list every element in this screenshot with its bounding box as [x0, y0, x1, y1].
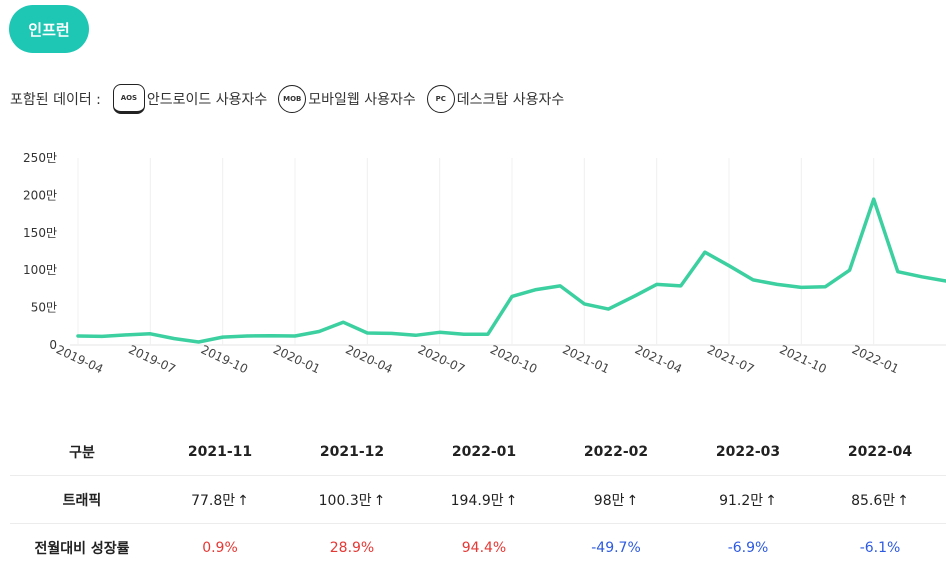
traffic-cell: 100.3만 ↑ — [318, 492, 386, 509]
traffic-cell: 77.8만 ↑ — [191, 492, 249, 509]
up-arrow-icon: ↑ — [373, 492, 386, 509]
traffic-cell: 85.6만 ↑ — [851, 492, 909, 509]
x-tick-label: 2021-10 — [777, 342, 828, 376]
legend-item-mob: MOB 모바일웹 사용자수 — [278, 85, 416, 113]
table-header-cell: 2022-01 — [451, 443, 517, 460]
x-tick-label: 2022-01 — [850, 342, 901, 376]
up-arrow-icon: ↑ — [237, 492, 249, 509]
x-tick-label: 2020-10 — [488, 342, 539, 376]
table-header-cell: 2022-04 — [847, 443, 913, 460]
growth-cell: -6.9% — [727, 539, 769, 556]
table-header-cell: 2022-03 — [715, 443, 781, 460]
legend-item-text: 데스크탑 사용자수 — [456, 92, 565, 108]
growth-cell: -49.7% — [591, 539, 641, 556]
y-tick-label: 250만 — [23, 151, 57, 165]
y-tick-label: 150만 — [23, 226, 57, 240]
row-label: 트래픽 — [62, 492, 102, 509]
table-header-cell: 구분 — [69, 444, 95, 461]
y-tick-label: 100만 — [23, 263, 57, 277]
x-tick-label: 2021-07 — [705, 342, 756, 376]
up-arrow-icon: ↑ — [765, 492, 777, 509]
row-label: 전월대비 성장률 — [34, 540, 130, 557]
table-header-cell: 2021-11 — [187, 443, 253, 460]
mob-icon: MOB — [278, 85, 307, 113]
legend-label: 포함된 데이터 : — [10, 92, 101, 108]
growth-cell: 28.9% — [329, 539, 375, 556]
x-tick-label: 2021-01 — [560, 342, 611, 376]
traffic-cell: 91.2만 ↑ — [719, 492, 777, 509]
y-tick-label: 200만 — [23, 188, 57, 202]
up-arrow-icon: ↑ — [505, 492, 518, 509]
legend-item-pc: PC 데스크탑 사용자수 — [426, 85, 565, 113]
x-tick-label: 2021-04 — [633, 342, 684, 376]
traffic-table: 구분 2021-11 2021-12 2022-01 2022-02 2022-… — [10, 428, 946, 571]
x-tick-label: 2020-01 — [271, 342, 322, 376]
company-badge[interactable]: 인프런 — [9, 5, 89, 53]
x-tick-label: 2019-10 — [199, 342, 250, 376]
x-tick-label: 2019-04 — [54, 342, 105, 376]
legend-item-text: 모바일웹 사용자수 — [308, 92, 416, 108]
up-arrow-icon: ↑ — [626, 492, 639, 509]
x-tick-label: 2020-04 — [343, 342, 394, 376]
y-tick-label: 0 — [49, 338, 57, 352]
y-tick-label: 50만 — [31, 301, 57, 315]
x-tick-label: 2019-07 — [126, 342, 177, 376]
legend-item-text: 안드로이드 사용자수 — [146, 92, 268, 108]
series-line — [76, 197, 946, 344]
table-header-cell: 2021-12 — [319, 443, 385, 460]
table-header-row: 구분 2021-11 2021-12 2022-01 2022-02 2022-… — [10, 428, 946, 476]
aos-icon: AOS — [112, 84, 145, 114]
table-header-cell: 2022-02 — [583, 443, 649, 460]
growth-cell: 0.9% — [202, 539, 238, 556]
traffic-line-chart: 2019-04 2019-07 2019-10 2020-01 2020-04 2020-… — [23, 151, 946, 376]
traffic-cell: 98만 ↑ — [593, 492, 639, 509]
data-legend: 포함된 데이터 : AOS 안드로이드 사용자수 MOB 모바일웹 사용자수 P… — [10, 84, 575, 114]
growth-cell: 94.4% — [461, 539, 507, 556]
growth-cell: -6.1% — [859, 539, 901, 556]
traffic-row: 트래픽 77.8만 ↑ 100.3만 ↑ 194.9만 ↑ 98만 ↑ 91.2만 ↑ 8… — [10, 476, 946, 524]
legend-item-aos: AOS 안드로이드 사용자수 — [112, 84, 268, 114]
x-tick-label: 2020-07 — [416, 342, 467, 376]
pc-icon: PC — [426, 85, 455, 113]
traffic-cell: 194.9만 ↑ — [450, 492, 518, 509]
up-arrow-icon: ↑ — [897, 492, 909, 509]
growth-row: 전월대비 성장률 0.9% 28.9% 94.4% -49.7% -6.9% -… — [10, 524, 946, 571]
